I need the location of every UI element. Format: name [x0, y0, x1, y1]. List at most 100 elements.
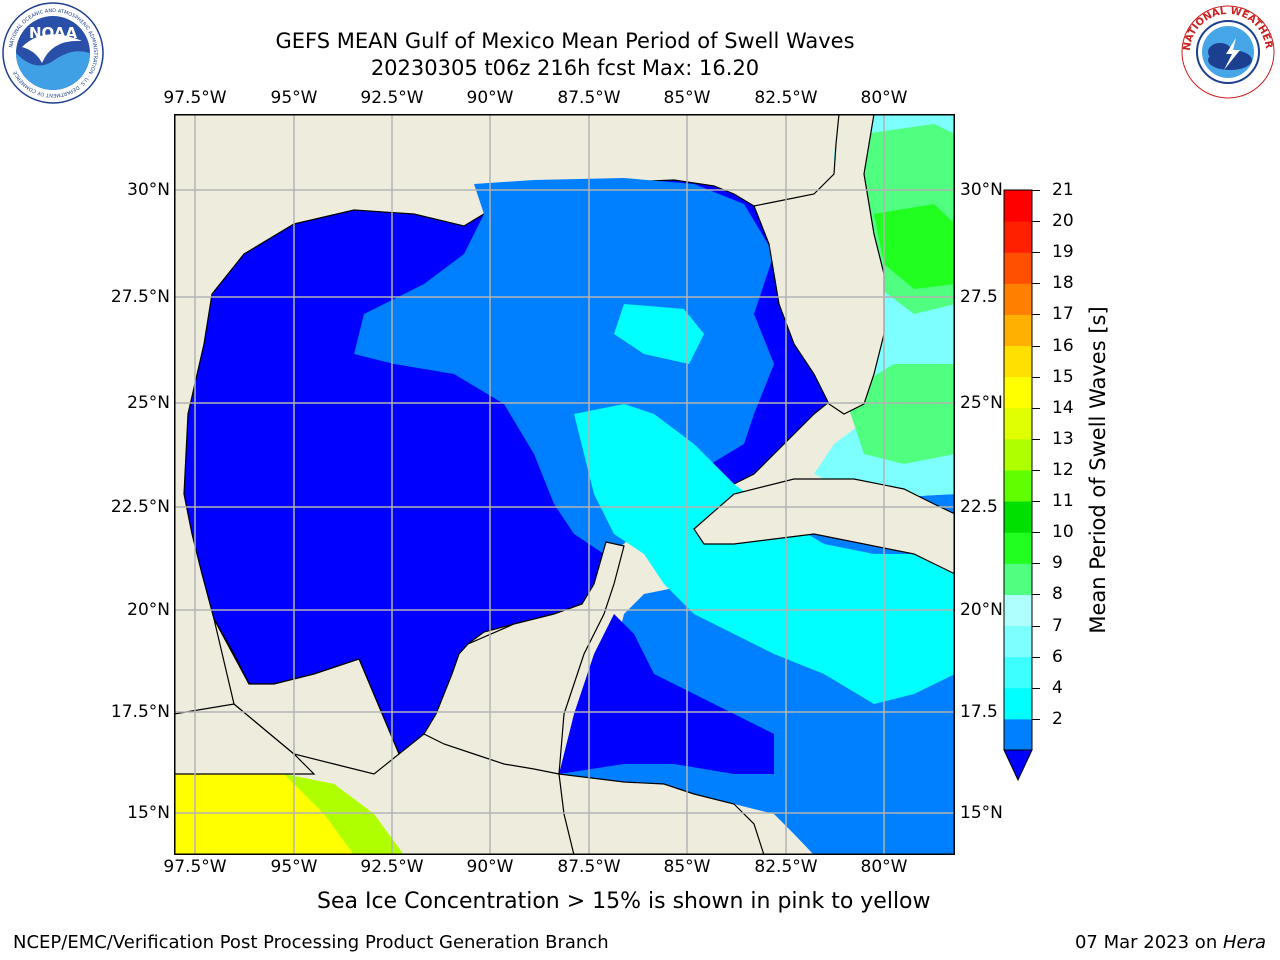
colorbar-tick-label: 14 — [1052, 397, 1074, 418]
colorbar-swatch — [1004, 532, 1032, 564]
colorbar-swatch — [1004, 314, 1032, 347]
footer-date: 07 Mar 2023 on Hera — [1075, 932, 1266, 953]
colorbar-tick-label: 10 — [1052, 522, 1074, 543]
lon-tick-bottom: 85°W — [663, 857, 711, 877]
colorbar-swatch — [1004, 438, 1032, 471]
graticule — [174, 114, 955, 855]
lat-tick-left: 30°N — [127, 180, 170, 200]
lat-tick-right: 20°N — [960, 600, 1003, 620]
colorbar-tick-mark — [1032, 221, 1040, 223]
lat-tick-right: 27.5 — [960, 287, 998, 307]
lat-tick-left: 27.5°N — [110, 287, 170, 307]
colorbar-swatch — [1004, 221, 1032, 253]
lon-tick-top: 90°W — [466, 88, 514, 108]
lon-tick-top: 87.5°W — [557, 88, 621, 108]
lat-tick-left: 20°N — [127, 600, 170, 620]
colorbar-tick-label: 20 — [1052, 211, 1074, 232]
bahamas-green — [844, 364, 955, 464]
map-panel — [174, 114, 955, 855]
colorbar-tick-mark — [1032, 532, 1040, 534]
sea-ice-note: Sea Ice Concentration > 15% is shown in … — [317, 889, 931, 914]
colorbar-tick-mark — [1032, 252, 1040, 254]
colorbar-tick-mark — [1032, 407, 1040, 409]
colorbar-swatch — [1004, 407, 1032, 440]
colorbar-tick-mark — [1032, 625, 1040, 627]
colorbar-tick-mark — [1032, 470, 1040, 471]
lat-tick-left: 25°N — [127, 393, 170, 413]
colorbar — [1000, 186, 1044, 784]
lon-tick-top: 80°W — [860, 88, 908, 108]
lon-tick-bottom: 90°W — [466, 857, 514, 877]
colorbar-title: Mean Period of Swell Waves [s] — [1086, 306, 1110, 634]
lon-tick-bottom: 87.5°W — [557, 857, 621, 877]
lon-tick-top: 97.5°W — [163, 88, 227, 108]
colorbar-tick-mark — [1032, 656, 1040, 658]
lon-tick-top: 92.5°W — [360, 88, 424, 108]
noaa-logo: NOAA NATIONAL OCEANIC AND ATMOSPHERIC AD… — [2, 2, 104, 104]
colorbar-tick-mark — [1032, 190, 1040, 191]
footer-date-text: 07 Mar 2023 on — [1074, 932, 1223, 953]
lat-tick-left: 22.5°N — [110, 497, 170, 517]
colorbar-tick-label: 9 — [1052, 553, 1063, 574]
colorbar-tick-label: 15 — [1052, 366, 1074, 387]
pacific-ygreen — [284, 774, 404, 855]
lon-tick-top: 95°W — [270, 88, 318, 108]
colorbar-tick-label: 21 — [1052, 180, 1074, 200]
map-frame — [174, 114, 955, 855]
lon-tick-top: 82.5°W — [754, 88, 818, 108]
lat-tick-right: 17.5 — [960, 702, 998, 722]
lat-tick-right: 22.5 — [960, 497, 998, 517]
colorbar-tick-label: 12 — [1052, 460, 1074, 480]
colorbar-tick-label: 13 — [1052, 428, 1074, 449]
colorbar-tick-mark — [1032, 563, 1040, 565]
colorbar-tick-label: 18 — [1052, 273, 1074, 294]
colorbar-tick-label: 16 — [1052, 335, 1074, 356]
lon-tick-bottom: 82.5°W — [754, 857, 818, 877]
lon-tick-top: 85°W — [663, 88, 711, 108]
cuba-land — [693, 478, 955, 575]
caribbean-deep — [559, 614, 774, 774]
honduras-land — [558, 773, 765, 855]
colorbar-extend-triangle — [1003, 749, 1033, 782]
colorbar-tick-mark — [1032, 718, 1040, 720]
colorbar-swatch — [1004, 594, 1032, 627]
svg-text:NOAA: NOAA — [29, 24, 78, 42]
lon-tick-bottom: 95°W — [270, 857, 318, 877]
mexico-south-land — [213, 618, 400, 775]
footer-credit: NCEP/EMC/Verification Post Processing Pr… — [13, 932, 609, 953]
nws-logo: NATIONAL WEATHER SERVICE — [1174, 0, 1278, 102]
colorbar-tick-mark — [1032, 283, 1040, 285]
colorbar-tick-label: 6 — [1052, 646, 1063, 667]
colorbar-tick-label: 8 — [1052, 584, 1063, 605]
colorbar-swatch — [1004, 718, 1032, 751]
atlantic-green-2 — [874, 204, 955, 289]
colorbar-tick-mark — [1032, 501, 1040, 503]
colorbar-swatch — [1004, 501, 1032, 533]
lat-tick-left: 15°N — [127, 803, 170, 823]
lon-tick-bottom: 80°W — [860, 857, 908, 877]
swell-period-map — [174, 114, 955, 855]
footer-host: Hera — [1222, 932, 1266, 953]
lat-tick-left: 17.5°N — [110, 702, 170, 722]
colorbar-swatch — [1004, 563, 1032, 595]
east-gulf-4s — [614, 304, 704, 364]
colorbar-swatch — [1004, 625, 1032, 658]
colorbar-tick-mark — [1032, 376, 1040, 378]
colorbar-tick-mark — [1032, 438, 1040, 440]
colorbar-tick-label: 17 — [1052, 304, 1074, 325]
colorbar-tick-label: 2 — [1052, 708, 1063, 729]
map-subtitle: 20230305 t06z 216h fcst Max: 16.20 — [370, 56, 760, 80]
colorbar-swatch — [1004, 252, 1032, 284]
colorbar-tick-mark — [1032, 594, 1040, 596]
colorbar-swatch — [1004, 656, 1032, 689]
lat-tick-right: 25°N — [960, 393, 1003, 413]
colorbar-swatch — [1004, 283, 1032, 315]
colorbar-swatch — [1004, 687, 1032, 720]
colorbar-tick-label: 7 — [1052, 615, 1063, 636]
map-title: GEFS MEAN Gulf of Mexico Mean Period of … — [275, 29, 855, 53]
colorbar-tick-label: 11 — [1052, 491, 1074, 512]
colorbar-tick-mark — [1032, 687, 1040, 689]
colorbar-swatches — [1003, 189, 1033, 782]
colorbar-swatch — [1004, 376, 1032, 409]
colorbar-swatch — [1004, 190, 1032, 222]
